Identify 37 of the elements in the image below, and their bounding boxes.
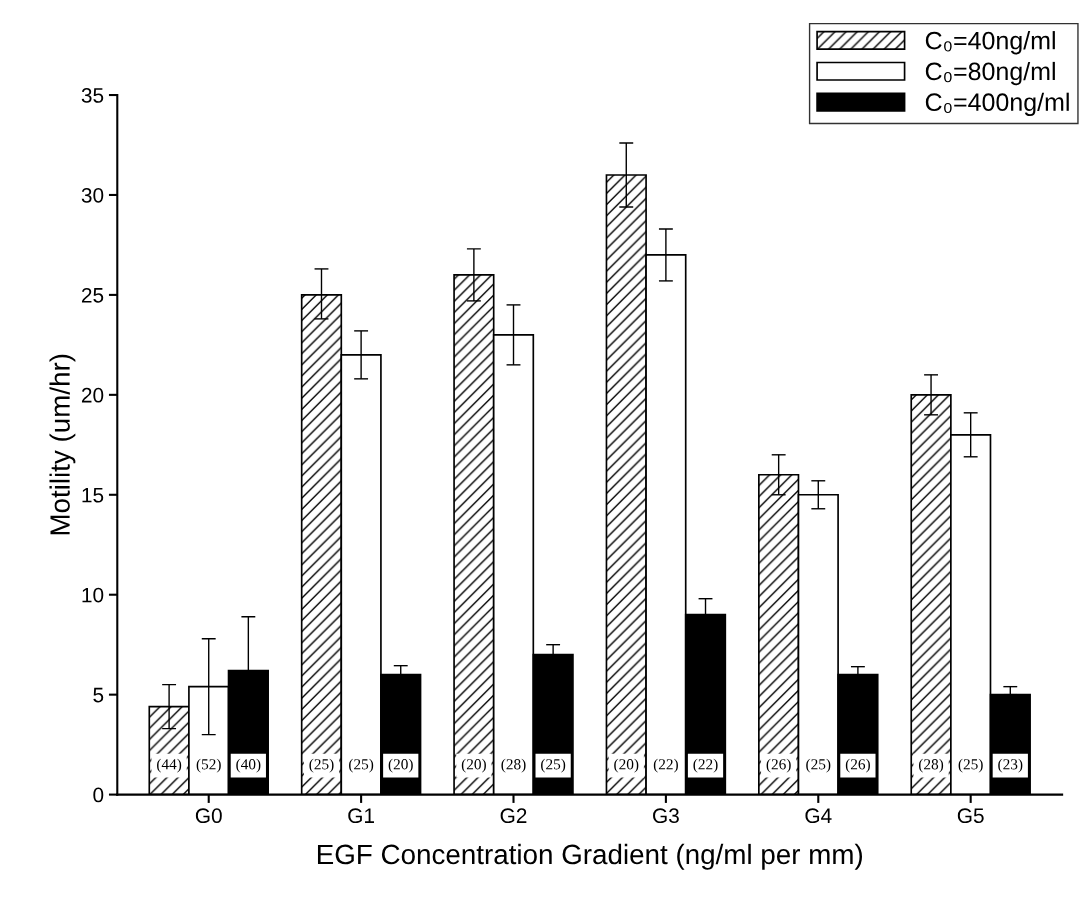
y-tick-label: 10	[82, 587, 104, 603]
annotation: (25)	[349, 758, 374, 773]
y-axis-title: Motility (um/hr)	[49, 354, 76, 535]
annotation: (20)	[614, 758, 639, 773]
annotation: (20)	[461, 758, 486, 773]
y-tick-label: 0	[93, 787, 104, 803]
y-tick-label: 15	[82, 487, 104, 503]
y-tick-label: 25	[81, 287, 104, 303]
legend-label: C₀=80ng/ml	[925, 61, 1055, 86]
annotation: (20)	[388, 758, 413, 773]
x-tick-label: G0	[195, 808, 222, 824]
annotation: (25)	[806, 758, 831, 773]
x-tick-label: G5	[957, 808, 984, 824]
annotation: (40)	[236, 758, 261, 773]
annotation: (25)	[958, 758, 983, 773]
x-tick-label: G4	[805, 808, 832, 824]
annotation: (25)	[309, 758, 334, 773]
annotation: (22)	[653, 758, 678, 773]
annotation: (26)	[845, 758, 870, 773]
legend-label: C₀=40ng/ml	[925, 31, 1055, 55]
x-tick-label: G3	[653, 808, 679, 824]
y-tick-label: 35	[81, 88, 104, 103]
legend-label: C₀=400ng/ml	[925, 92, 1069, 116]
y-tick-label: 20	[81, 387, 104, 403]
annotation: (52)	[196, 758, 221, 773]
annotation: (22)	[693, 758, 718, 773]
x-tick-label: G2	[500, 808, 527, 824]
annotation: (25)	[541, 758, 566, 773]
annotation: (28)	[919, 758, 944, 773]
x-tick-label: G1	[348, 808, 374, 824]
annotation: (26)	[766, 758, 791, 773]
annotation: (23)	[998, 758, 1023, 773]
y-tick-label: 30	[81, 187, 104, 203]
annotation: (44)	[157, 758, 182, 773]
y-tick-label: 5	[93, 687, 104, 703]
annotation: (28)	[501, 758, 526, 773]
x-axis-title: EGF Concentration Gradient (ng/ml per mm)	[317, 843, 863, 870]
